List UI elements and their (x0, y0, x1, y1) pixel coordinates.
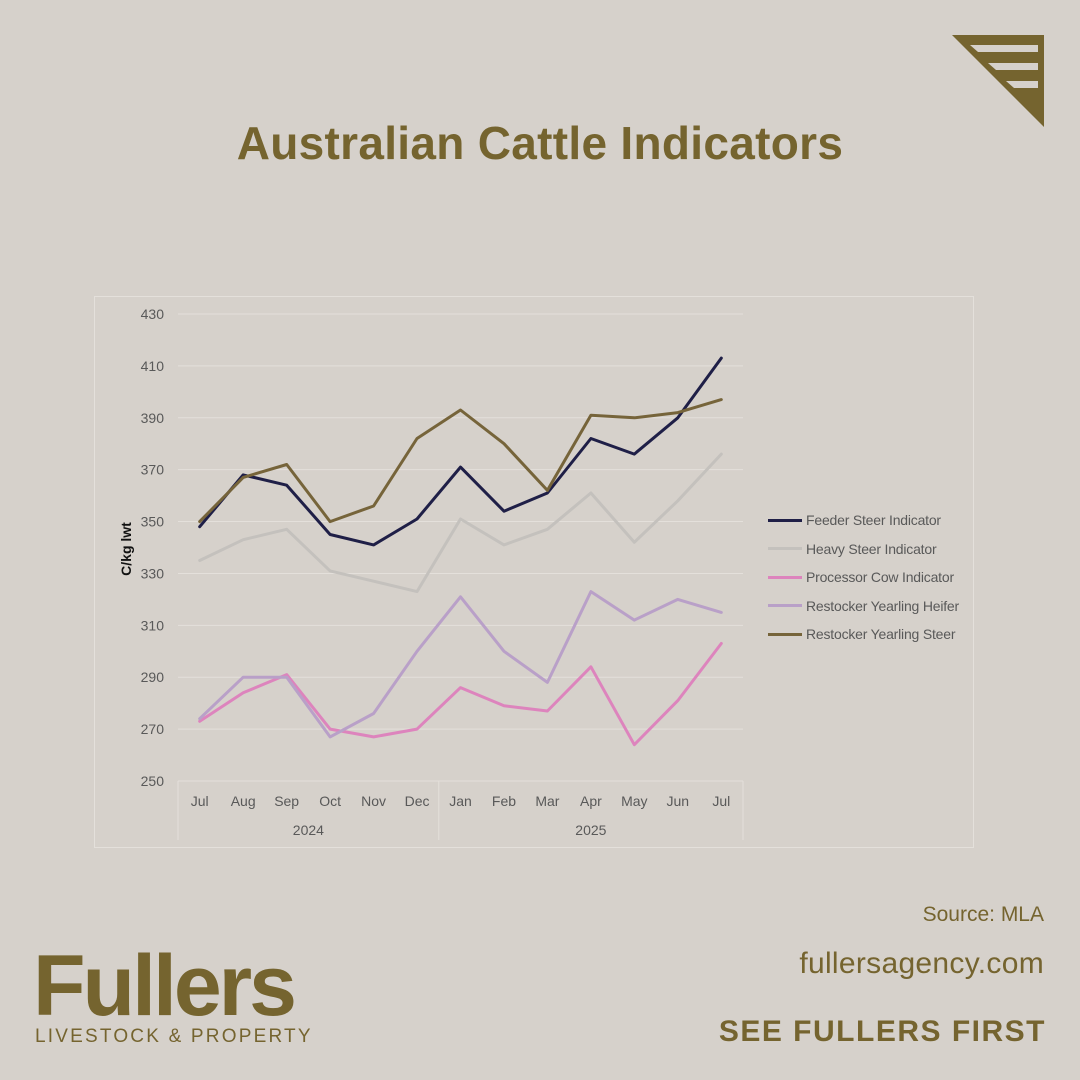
x-tick-label: Jul (191, 793, 209, 809)
page-title: Australian Cattle Indicators (236, 117, 844, 169)
legend-label: Processor Cow Indicator (806, 569, 954, 586)
series-line-processor-cow-indicator (198, 642, 723, 747)
legend-item: Heavy Steer Indicator (768, 535, 959, 564)
x-tick-label: Jun (667, 793, 690, 809)
axes: 250 270 290 310 330 350 370 390 410 430 Jul Aug Sep O… (141, 306, 744, 840)
fullers-f-logo-icon (952, 35, 1044, 127)
legend-item: Restocker Yearling Steer (768, 620, 959, 649)
tagline: SEE FULLERS FIRST (718, 1015, 1046, 1048)
y-tick-label: 410 (141, 358, 165, 374)
y-tick-label: 290 (141, 669, 165, 685)
chart-legend: Feeder Steer Indicator Heavy Steer Indica… (768, 506, 959, 649)
website-link[interactable]: fullersagency.com (799, 947, 1044, 980)
legend-label: Restocker Yearling Steer (806, 626, 956, 643)
legend-swatch (768, 518, 802, 522)
legend-swatch (768, 632, 802, 636)
x-tick-label: Nov (361, 793, 386, 809)
chart-panel (94, 296, 974, 848)
legend-swatch (768, 575, 802, 579)
source-credit: Source: MLA (922, 903, 1044, 926)
x-tick-label: Dec (405, 793, 430, 809)
y-tick-label: 390 (141, 410, 165, 426)
y-tick-label: 250 (141, 773, 165, 789)
x-tick-label: Jan (449, 793, 472, 809)
series-line-feeder-steer-indicator (198, 356, 723, 547)
x-tick-label: Sep (274, 793, 299, 809)
y-tick-label: 430 (141, 306, 165, 322)
y-tick-label: 310 (141, 617, 165, 633)
series-line-restocker-yearling-heifer (198, 590, 723, 739)
grid-lines (178, 313, 743, 782)
legend-label: Restocker Yearling Heifer (806, 597, 959, 614)
x-tick-label: Feb (492, 793, 516, 809)
series-line-heavy-steer-indicator (198, 452, 723, 594)
x-tick-label: Aug (231, 793, 256, 809)
y-tick-label: 330 (141, 565, 165, 581)
year-group-label: 2024 (293, 822, 324, 838)
x-tick-label: Mar (535, 793, 559, 809)
year-group-label: 2025 (575, 822, 606, 838)
series-lines (198, 356, 723, 747)
brand-logo-text: Fullers (33, 938, 297, 1034)
y-tick-label: 370 (141, 462, 165, 478)
y-tick-label: 270 (141, 721, 165, 737)
legend-item: Feeder Steer Indicator (768, 506, 959, 535)
x-tick-label: Apr (580, 793, 602, 809)
legend-item: Restocker Yearling Heifer (768, 592, 959, 621)
x-tick-label: Jul (712, 793, 730, 809)
brand-subtitle: LIVESTOCK & PROPERTY (35, 1026, 313, 1047)
y-tick-label: 350 (141, 514, 165, 530)
x-tick-label: May (621, 793, 647, 809)
series-line-restocker-yearling-steer (198, 398, 723, 524)
legend-swatch (768, 547, 802, 551)
y-axis-label: C/kg lwt (118, 522, 134, 576)
legend-label: Heavy Steer Indicator (806, 540, 937, 557)
legend-swatch (768, 604, 802, 608)
legend-label: Feeder Steer Indicator (806, 512, 941, 529)
legend-item: Processor Cow Indicator (768, 563, 959, 592)
x-tick-label: Oct (319, 793, 341, 809)
